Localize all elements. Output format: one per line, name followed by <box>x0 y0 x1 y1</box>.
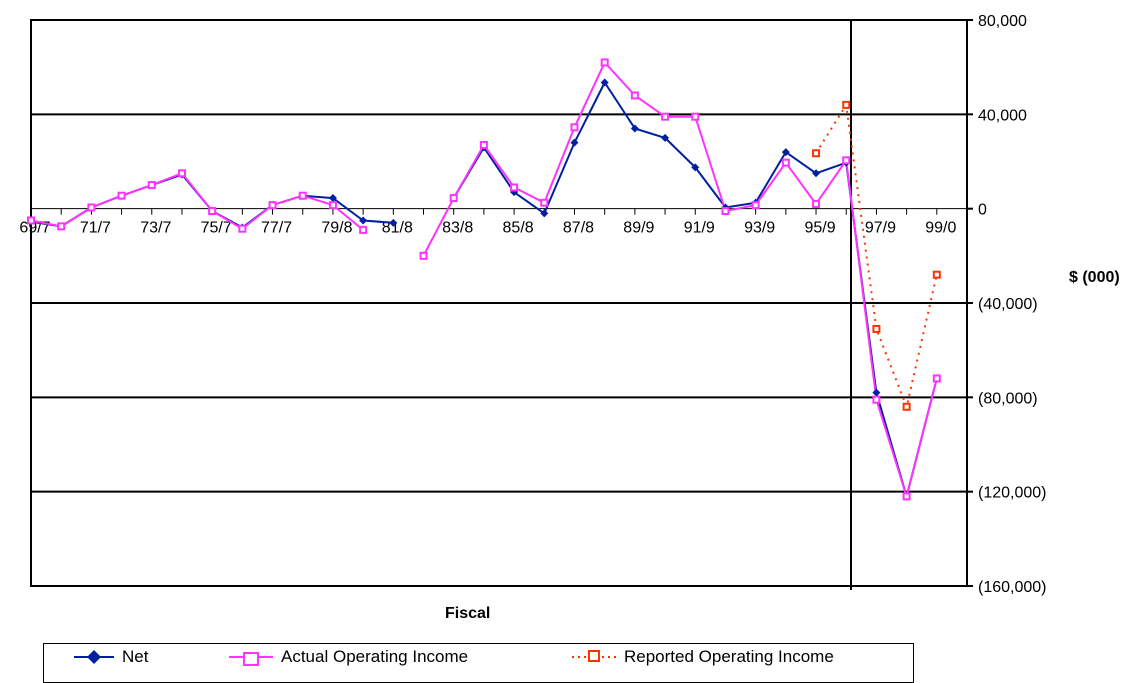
x-tick-label: 79/8 <box>321 220 352 237</box>
point-net <box>328 194 337 203</box>
x-tick-label: 73/7 <box>140 220 171 237</box>
x-tick-label: 81/8 <box>382 220 413 237</box>
y-tick-label: (160,000) <box>978 579 1047 596</box>
series-line-reported-operating-income <box>815 103 938 408</box>
point-actual-operating-income <box>147 181 156 190</box>
x-tick-label: 97/9 <box>865 220 896 237</box>
x-tick-label: 75/7 <box>201 220 232 237</box>
point-net <box>872 388 881 397</box>
point-reported-operating-income <box>872 324 881 333</box>
point-actual-operating-income <box>510 183 519 192</box>
x-tick-labels: 69/7 71/7 73/7 75/7 77/7 79/8 81/8 83/8 85/8 87/8… <box>19 220 956 237</box>
x-tick-label: 89/9 <box>623 220 654 237</box>
point-actual-operating-income <box>479 140 488 149</box>
point-net <box>630 124 639 133</box>
point-net <box>812 169 821 178</box>
legend-item-net: Net <box>72 644 148 670</box>
point-actual-operating-income <box>177 169 186 178</box>
point-net <box>389 218 398 227</box>
x-tick-label: 85/8 <box>503 220 534 237</box>
legend-item-reported-operating-income: Reported Operating Income <box>570 644 834 670</box>
point-actual-operating-income <box>359 225 368 234</box>
point-net <box>600 78 609 87</box>
x-tick-label: 71/7 <box>80 220 111 237</box>
point-actual-operating-income <box>691 112 700 121</box>
point-actual-operating-income <box>298 191 307 200</box>
point-actual-operating-income <box>238 224 247 233</box>
legend: Net Actual Operating Income Reported Ope… <box>43 643 914 683</box>
point-actual-operating-income <box>842 156 851 165</box>
point-actual-operating-income <box>932 374 941 383</box>
point-actual-operating-income <box>540 198 549 207</box>
open-square-icon <box>229 652 273 666</box>
point-actual-operating-income <box>570 123 579 132</box>
x-tick-label: 83/8 <box>442 220 473 237</box>
point-net <box>359 216 368 225</box>
point-actual-operating-income <box>328 201 337 210</box>
legend-item-actual-operating-income: Actual Operating Income <box>227 644 468 670</box>
point-actual-operating-income <box>751 201 760 210</box>
point-actual-operating-income <box>721 207 730 216</box>
point-actual-operating-income <box>902 492 911 501</box>
point-actual-operating-income <box>419 251 428 260</box>
point-actual-operating-income <box>268 201 277 210</box>
y-tick-label: (120,000) <box>978 485 1047 502</box>
point-reported-operating-income <box>902 402 911 411</box>
point-actual-operating-income <box>449 194 458 203</box>
y-tick-labels: 80,000 40,000 0 (40,000) (80,000) (120,000) (1… <box>978 13 1047 596</box>
y-tick-label: 0 <box>978 202 987 219</box>
point-net <box>570 138 579 147</box>
series-line-actual-operating-income <box>30 61 938 498</box>
legend-label-reported-operating-income: Reported Operating Income <box>624 647 834 666</box>
x-tick-label: 99/0 <box>925 220 956 237</box>
y-axis-title: $ (000) <box>1069 269 1120 286</box>
x-tick-label: 95/9 <box>804 220 835 237</box>
x-tick-label: 87/8 <box>563 220 594 237</box>
series-lines <box>30 61 938 498</box>
legend-label-actual-operating-income: Actual Operating Income <box>281 647 469 666</box>
x-axis-title: Fiscal <box>445 605 490 622</box>
legend-label-net: Net <box>122 647 149 666</box>
dotted-square-icon <box>572 650 616 662</box>
point-reported-operating-income <box>812 149 821 158</box>
point-net <box>540 209 549 218</box>
x-tick-label: 91/9 <box>684 220 715 237</box>
point-actual-operating-income <box>781 158 790 167</box>
point-actual-operating-income <box>630 91 639 100</box>
point-reported-operating-income <box>932 270 941 279</box>
y-tick-label: 40,000 <box>978 107 1027 124</box>
point-actual-operating-income <box>117 191 126 200</box>
gridlines <box>30 19 973 587</box>
y-tick-label: (40,000) <box>978 296 1038 313</box>
point-net <box>661 133 670 142</box>
point-actual-operating-income <box>57 222 66 231</box>
point-actual-operating-income <box>87 203 96 212</box>
point-actual-operating-income <box>872 395 881 404</box>
series-markers <box>27 58 941 501</box>
y-tick-label: 80,000 <box>978 13 1027 30</box>
point-actual-operating-income <box>661 112 670 121</box>
point-actual-operating-income <box>208 207 217 216</box>
y-tick-label: (80,000) <box>978 390 1038 407</box>
point-actual-operating-income <box>27 216 35 225</box>
point-actual-operating-income <box>600 58 609 67</box>
point-net <box>691 163 700 172</box>
diamond-icon <box>74 650 114 664</box>
point-net <box>781 148 790 157</box>
x-tick-label: 93/9 <box>744 220 775 237</box>
x-tick-label: 77/7 <box>261 220 292 237</box>
point-actual-operating-income <box>812 199 821 208</box>
point-reported-operating-income <box>842 100 851 109</box>
